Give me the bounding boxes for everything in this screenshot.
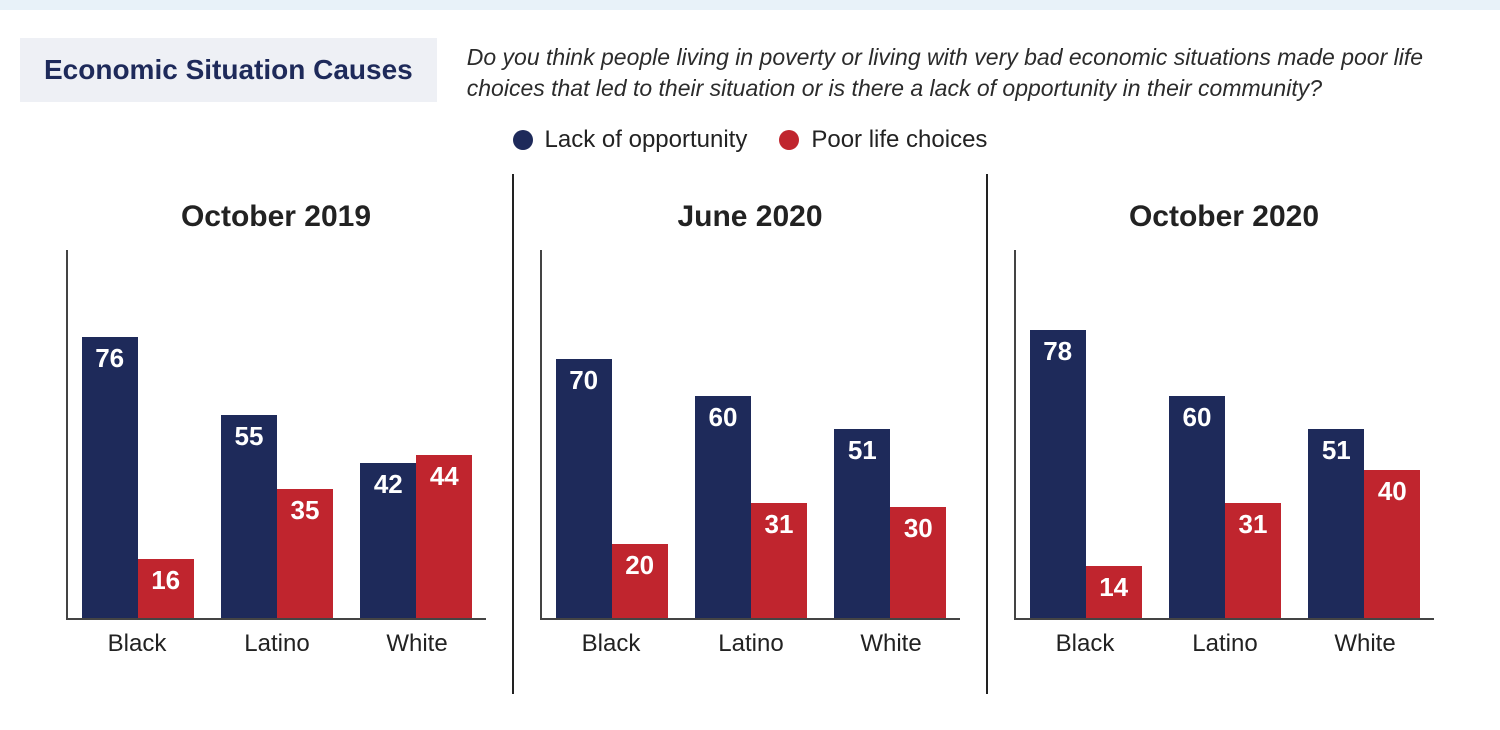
bar-value-label: 31: [751, 509, 807, 540]
bar-group: 51 30: [821, 250, 960, 618]
bar-group: 60 31: [681, 250, 820, 618]
bar-value-label: 55: [221, 421, 277, 452]
bar-group: 4244: [347, 250, 486, 618]
legend-item-series1: Lack of opportunity: [513, 126, 748, 154]
x-axis-labels: BlackLatinoWhite: [67, 630, 487, 658]
x-axis-label: Black: [541, 630, 681, 658]
bar-value-label: 44: [416, 461, 472, 492]
legend-label-series1: Lack of opportunity: [545, 126, 748, 154]
bar-value-label: 60: [695, 402, 751, 433]
title-box: Economic Situation Causes: [20, 38, 437, 102]
x-axis-labels: BlackLatinoWhite: [1015, 630, 1435, 658]
bar-value-label: 31: [1225, 509, 1281, 540]
bar-series2: 30: [890, 507, 946, 618]
chart-panels: October 2019761655354244BlackLatinoWhite…: [0, 174, 1500, 694]
top-strip: [0, 0, 1500, 10]
bar-value-label: 14: [1086, 572, 1142, 603]
plot-area: 78 14 60 31 5140: [1014, 250, 1434, 620]
bar-series1: 76: [82, 337, 138, 618]
plot-area: 70 20 60 31 51 30: [540, 250, 960, 620]
chart-panel: June 2020 70 20 60 31 51 30 BlackLatinoWhite: [512, 174, 986, 694]
bar-series2: 31: [1225, 503, 1281, 618]
bar-series1: 51: [834, 429, 890, 618]
legend-item-series2: Poor life choices: [779, 126, 987, 154]
bar-series2: 35: [277, 489, 333, 619]
bar-series2: 20: [612, 544, 668, 618]
panel-title: June 2020: [677, 200, 822, 234]
bar-value-label: 51: [834, 435, 890, 466]
header-row: Economic Situation Causes Do you think p…: [0, 38, 1500, 104]
bar-series2: 31: [751, 503, 807, 618]
x-axis-label: Black: [1015, 630, 1155, 658]
bar-series1: 70: [556, 359, 612, 618]
x-axis-label: Latino: [1155, 630, 1295, 658]
bar-series1: 55: [221, 415, 277, 619]
bar-group: 55 35: [207, 250, 346, 618]
x-axis-label: Latino: [207, 630, 347, 658]
chart-panel: October 2020 78 14 60 31 5140 BlackLatinoWhite: [986, 174, 1460, 694]
bar-value-label: 16: [138, 565, 194, 596]
panel-title: October 2020: [1129, 200, 1319, 234]
bar-value-label: 42: [360, 469, 416, 500]
bar-series1: 42: [360, 463, 416, 618]
bar-value-label: 20: [612, 550, 668, 581]
bar-series1: 51: [1308, 429, 1364, 618]
bar-value-label: 70: [556, 365, 612, 396]
x-axis-label: Latino: [681, 630, 821, 658]
panel-title: October 2019: [181, 200, 371, 234]
legend: Lack of opportunity Poor life choices: [0, 126, 1500, 154]
bar-value-label: 78: [1030, 336, 1086, 367]
bar-group: 5140: [1295, 250, 1434, 618]
x-axis-label: Black: [67, 630, 207, 658]
bar-series2: 40: [1364, 470, 1420, 618]
bar-group: 78 14: [1016, 250, 1155, 618]
bar-value-label: 30: [890, 513, 946, 544]
bar-series2: 44: [416, 455, 472, 618]
legend-label-series2: Poor life choices: [811, 126, 987, 154]
x-axis-labels: BlackLatinoWhite: [541, 630, 961, 658]
bar-value-label: 40: [1364, 476, 1420, 507]
bar-group: 76 16: [68, 250, 207, 618]
x-axis-label: White: [347, 630, 487, 658]
bar-group: 70 20: [542, 250, 681, 618]
legend-swatch-series2: [779, 130, 799, 150]
bar-value-label: 76: [82, 343, 138, 374]
bar-value-label: 60: [1169, 402, 1225, 433]
chart-title: Economic Situation Causes: [44, 54, 413, 86]
bar-value-label: 35: [277, 495, 333, 526]
plot-area: 76 16 55 35 4244: [66, 250, 486, 620]
chart-panel: October 2019 76 16 55 35 4244 BlackLatinoWhite: [40, 174, 512, 694]
bar-series1: 60: [695, 396, 751, 618]
bar-series1: 78: [1030, 330, 1086, 619]
bar-group: 60 31: [1155, 250, 1294, 618]
bar-value-label: 51: [1308, 435, 1364, 466]
survey-question: Do you think people living in poverty or…: [467, 38, 1480, 104]
bar-series2: 16: [138, 559, 194, 618]
x-axis-label: White: [821, 630, 961, 658]
x-axis-label: White: [1295, 630, 1435, 658]
legend-swatch-series1: [513, 130, 533, 150]
bar-series1: 60: [1169, 396, 1225, 618]
bar-series2: 14: [1086, 566, 1142, 618]
